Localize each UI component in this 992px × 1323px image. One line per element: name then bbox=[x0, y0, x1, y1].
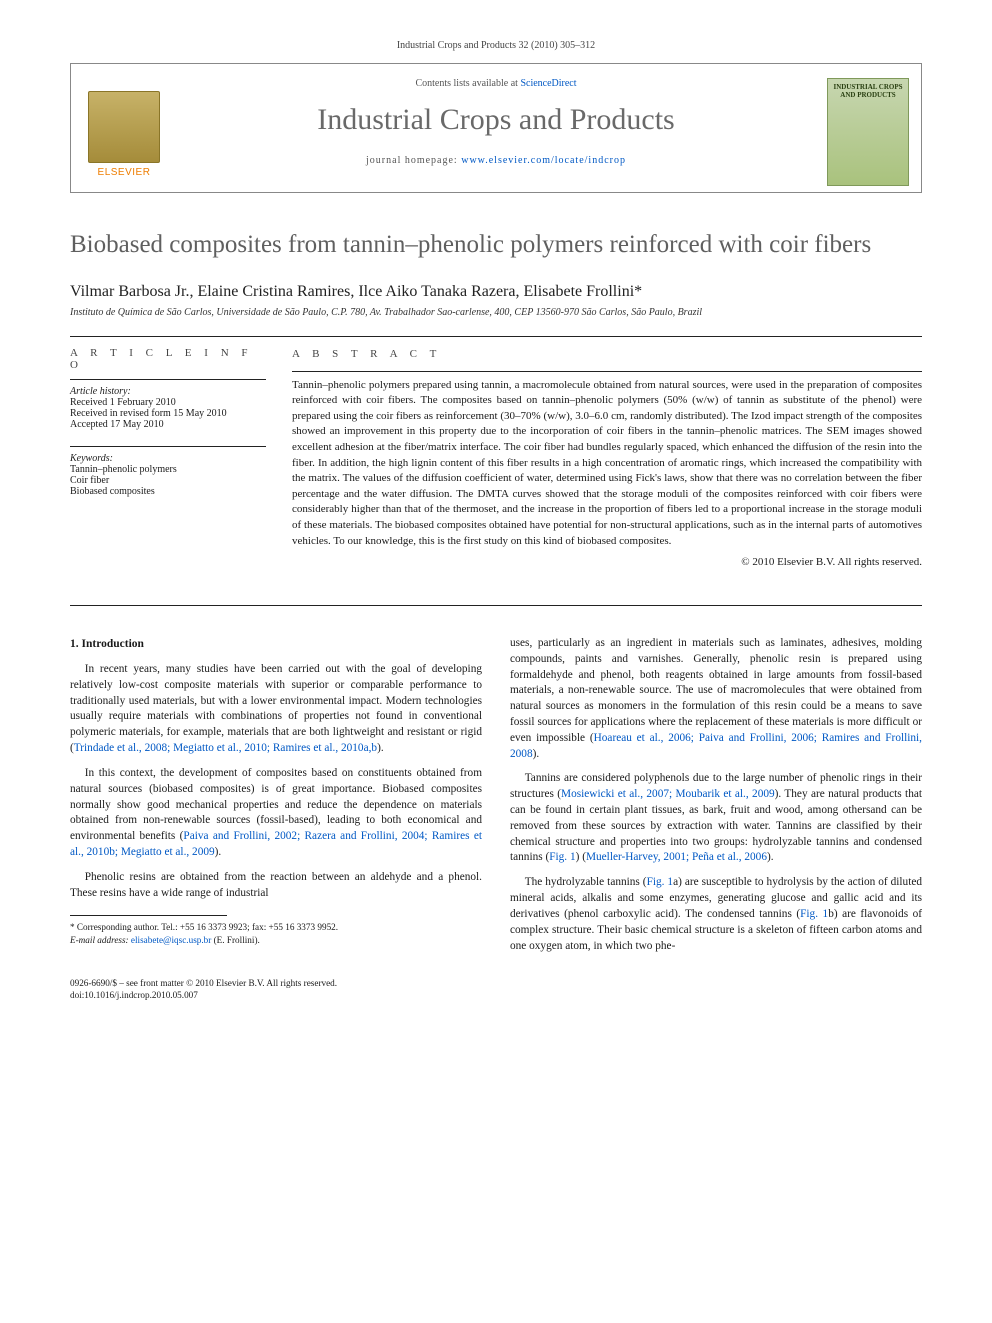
rule-bottom bbox=[70, 605, 922, 606]
email-label: E-mail address: bbox=[70, 935, 131, 945]
section-title: Introduction bbox=[82, 638, 144, 650]
body-text: ). bbox=[533, 748, 540, 760]
body-text: Phenolic resins are obtained from the re… bbox=[70, 871, 482, 899]
figure-link[interactable]: Fig. 1 bbox=[647, 876, 674, 888]
journal-header: ELSEVIER INDUSTRIAL CROPS AND PRODUCTS C… bbox=[70, 63, 922, 193]
journal-homepage-line: journal homepage: www.elsevier.com/locat… bbox=[181, 155, 811, 166]
body-paragraph: Tannins are considered polyphenols due t… bbox=[510, 771, 922, 866]
journal-name: Industrial Crops and Products bbox=[181, 103, 811, 137]
keyword: Biobased composites bbox=[70, 486, 266, 497]
abstract-head: A B S T R A C T bbox=[292, 347, 922, 363]
publisher-logo: ELSEVIER bbox=[83, 78, 165, 178]
info-abstract-row: A R T I C L E I N F O Article history: R… bbox=[70, 347, 922, 571]
body-paragraph: The hydrolyzable tannins (Fig. 1a) are s… bbox=[510, 875, 922, 954]
abstract-column: A B S T R A C T Tannin–phenolic polymers… bbox=[292, 347, 922, 571]
body-text: ). bbox=[767, 851, 774, 863]
keyword: Tannin–phenolic polymers bbox=[70, 464, 266, 475]
journal-cover-thumbnail: INDUSTRIAL CROPS AND PRODUCTS bbox=[827, 78, 909, 186]
elsevier-tree-icon bbox=[88, 91, 160, 163]
citation-link[interactable]: Mosiewicki et al., 2007; Moubarik et al.… bbox=[561, 788, 775, 800]
figure-link[interactable]: Fig. 1 bbox=[800, 908, 828, 920]
body-paragraph: Phenolic resins are obtained from the re… bbox=[70, 870, 482, 902]
corresponding-author-footnote: * Corresponding author. Tel.: +55 16 337… bbox=[70, 921, 482, 946]
corr-author-line: * Corresponding author. Tel.: +55 16 337… bbox=[70, 921, 482, 933]
cover-title: INDUSTRIAL CROPS AND PRODUCTS bbox=[830, 83, 906, 99]
publisher-name: ELSEVIER bbox=[98, 167, 151, 178]
sciencedirect-link[interactable]: ScienceDirect bbox=[520, 78, 576, 89]
body-text: ). bbox=[377, 742, 384, 754]
issn-line: 0926-6690/$ – see front matter © 2010 El… bbox=[70, 977, 922, 989]
body-paragraph: In this context, the development of comp… bbox=[70, 766, 482, 861]
citation-link[interactable]: Mueller-Harvey, 2001; Peña et al., 2006 bbox=[586, 851, 767, 863]
abstract-copyright: © 2010 Elsevier B.V. All rights reserved… bbox=[292, 555, 922, 571]
citation-link[interactable]: Trindade et al., 2008; Megiatto et al., … bbox=[74, 742, 377, 754]
footnote-rule bbox=[70, 915, 227, 916]
email-suffix: (E. Frollini). bbox=[211, 935, 260, 945]
article-title: Biobased composites from tannin–phenolic… bbox=[70, 229, 922, 261]
body-text: ) ( bbox=[576, 851, 586, 863]
article-info-column: A R T I C L E I N F O Article history: R… bbox=[70, 347, 266, 571]
body-text: ). bbox=[215, 846, 222, 858]
history-accepted: Accepted 17 May 2010 bbox=[70, 419, 266, 430]
author-list: Vilmar Barbosa Jr., Elaine Cristina Rami… bbox=[70, 283, 922, 301]
abstract-rule bbox=[292, 371, 922, 372]
keywords-block: Keywords: Tannin–phenolic polymers Coir … bbox=[70, 446, 266, 497]
history-received: Received 1 February 2010 bbox=[70, 397, 266, 408]
front-matter-footer: 0926-6690/$ – see front matter © 2010 El… bbox=[70, 977, 922, 1002]
journal-homepage-link[interactable]: www.elsevier.com/locate/indcrop bbox=[461, 155, 626, 166]
article-info-head: A R T I C L E I N F O bbox=[70, 347, 266, 371]
body-paragraph: uses, particularly as an ingredient in m… bbox=[510, 636, 922, 763]
affiliation: Instituto de Química de São Carlos, Univ… bbox=[70, 307, 922, 318]
body-text: The hydrolyzable tannins ( bbox=[525, 876, 647, 888]
keyword: Coir fiber bbox=[70, 475, 266, 486]
contents-list-line: Contents lists available at ScienceDirec… bbox=[181, 78, 811, 89]
info-rule-1 bbox=[70, 379, 266, 380]
keywords-label: Keywords: bbox=[70, 453, 266, 464]
doi-line: doi:10.1016/j.indcrop.2010.05.007 bbox=[70, 989, 922, 1001]
history-received-revised: Received in revised form 15 May 2010 bbox=[70, 408, 266, 419]
body-paragraph: In recent years, many studies have been … bbox=[70, 662, 482, 757]
corr-email-line: E-mail address: elisabete@iqsc.usp.br (E… bbox=[70, 934, 482, 946]
section-heading: 1. Introduction bbox=[70, 636, 482, 652]
homepage-prefix: journal homepage: bbox=[366, 155, 461, 166]
page-root: Industrial Crops and Products 32 (2010) … bbox=[0, 0, 992, 1032]
body-text: In recent years, many studies have been … bbox=[70, 663, 482, 754]
footnote-block: * Corresponding author. Tel.: +55 16 337… bbox=[70, 915, 482, 946]
section-number: 1. bbox=[70, 638, 79, 650]
abstract-text: Tannin–phenolic polymers prepared using … bbox=[292, 378, 922, 550]
rule-top bbox=[70, 336, 922, 337]
body-columns: 1. Introduction In recent years, many st… bbox=[70, 636, 922, 955]
corr-email-link[interactable]: elisabete@iqsc.usp.br bbox=[131, 935, 211, 945]
contents-prefix: Contents lists available at bbox=[415, 78, 520, 89]
running-head: Industrial Crops and Products 32 (2010) … bbox=[70, 40, 922, 51]
body-text: uses, particularly as an ingredient in m… bbox=[510, 637, 922, 744]
history-label: Article history: bbox=[70, 386, 266, 397]
info-rule-2 bbox=[70, 446, 266, 447]
figure-link[interactable]: Fig. 1 bbox=[549, 851, 575, 863]
